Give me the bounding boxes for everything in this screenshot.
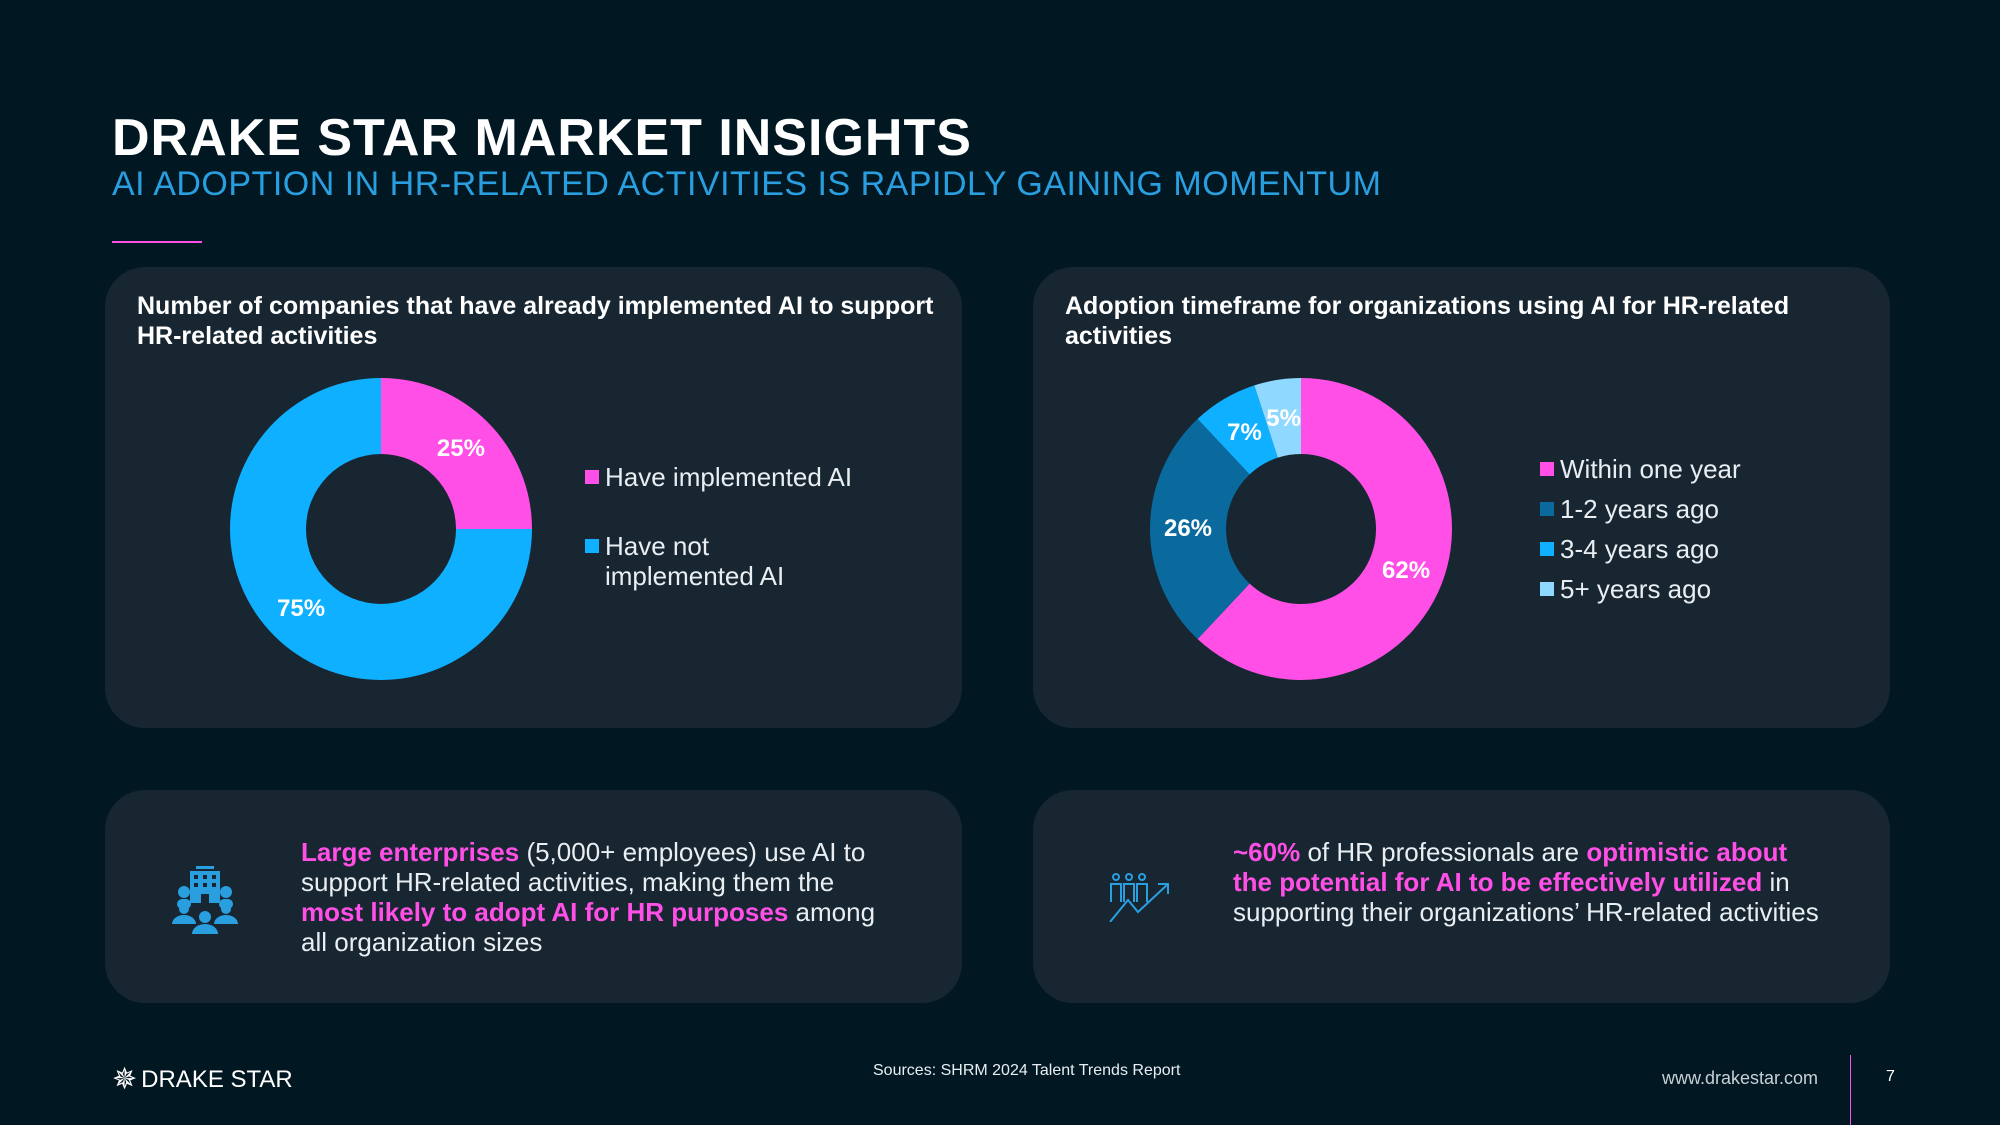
legend-label: Have not implemented AI [605, 531, 785, 591]
highlight-text: Large enterprises [301, 837, 520, 867]
data-label: 26% [1163, 515, 1213, 542]
page-number: 7 [1886, 1068, 1895, 1085]
note-card-optimism: ~60% of HR professionals are optimistic … [1033, 790, 1890, 1003]
website-link[interactable]: www.drakestar.com [1662, 1068, 1819, 1088]
legend-swatch [1540, 502, 1554, 516]
donut-slice [230, 378, 532, 680]
star-icon: ✵ [112, 1063, 138, 1096]
legend-item: 1-2 years ago [1540, 494, 1800, 524]
data-label: 5% [1266, 405, 1301, 433]
note-text: Large enterprises (5,000+ employees) use… [301, 837, 901, 957]
legend-swatch [1540, 462, 1554, 476]
legend-label: 5+ years ago [1560, 574, 1712, 604]
donut-slice [1150, 418, 1250, 640]
legend-label: 1-2 years ago [1560, 494, 1719, 524]
logo-text: DRAKE STAR [141, 1065, 293, 1093]
data-label: 75% [277, 594, 326, 622]
body-text: in supporting their organizations’ HR-re… [1233, 867, 1819, 927]
legend-swatch [585, 539, 599, 553]
page-title: DRAKE STAR MARKET INSIGHTS [112, 109, 972, 167]
legend-item: Have not implemented AI [585, 531, 825, 591]
chart-title: Adoption timeframe for organizations usi… [1065, 292, 1790, 350]
legend-label: 3-4 years ago [1560, 534, 1719, 564]
sources-text: Sources: SHRM 2024 Talent Trends Report [873, 1062, 1181, 1079]
highlight-text: optimistic about the potential for AI to… [1233, 837, 1788, 897]
highlight-text: ~60% [1233, 837, 1301, 867]
legend-item: 3-4 years ago [1540, 534, 1800, 564]
data-label: 62% [1382, 556, 1431, 584]
people-growth-icon [1109, 873, 1169, 922]
donut-slice [1254, 378, 1301, 458]
page-subtitle: AI ADOPTION IN HR-RELATED ACTIVITIES IS … [112, 165, 1382, 203]
enterprise-people-icon [172, 866, 238, 934]
accent-divider [112, 241, 202, 243]
legend-item: 5+ years ago [1540, 574, 1800, 604]
legend-swatch [1540, 542, 1554, 556]
note-card-enterprises: Large enterprises (5,000+ employees) use… [105, 790, 962, 1003]
legend-swatch [585, 470, 599, 484]
chart-card-implemented: Number of companies that have already im… [105, 267, 962, 728]
legend-item: Within one year [1540, 454, 1800, 484]
donut-slice [381, 378, 532, 529]
legend-item: Have implemented AI [585, 462, 885, 492]
data-label: 25% [436, 435, 485, 463]
legend-label: Within one year [1560, 454, 1741, 484]
drake-star-logo: ✵ DRAKE STAR [112, 1062, 293, 1097]
chart-title: Number of companies that have already im… [137, 292, 934, 350]
donut-slice [1197, 385, 1278, 475]
body-text: among all organization sizes [301, 897, 876, 957]
data-label: 7% [1227, 419, 1262, 447]
footer-divider [1850, 1055, 1851, 1125]
legend-label: Have implemented AI [605, 462, 853, 492]
note-text: ~60% of HR professionals are optimistic … [1233, 837, 1833, 927]
body-text: (5,000+ employees) use AI to support HR-… [301, 837, 866, 897]
body-text: of HR professionals are [1300, 837, 1587, 867]
highlight-text: most likely to adopt AI for HR purposes [301, 897, 789, 927]
donut-charts [230, 377, 1452, 681]
legend-swatch [1540, 582, 1554, 596]
donut-slice [1197, 377, 1452, 681]
